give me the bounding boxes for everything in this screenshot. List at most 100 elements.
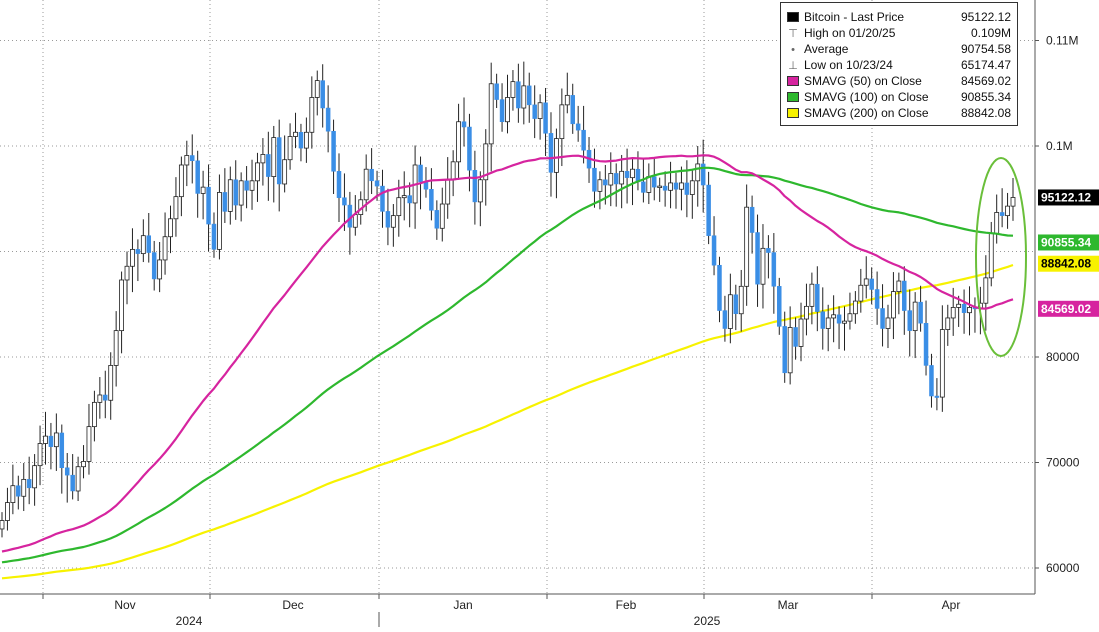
legend-value: 88842.08 [960, 106, 1011, 120]
candle-body [700, 163, 706, 186]
candle-body [923, 322, 929, 366]
candle-body [303, 131, 309, 149]
candle-body [151, 252, 157, 280]
candle-body [1005, 205, 1010, 217]
candle-body [505, 97, 510, 123]
x-tick-label: Jan [453, 598, 472, 612]
candle-body [717, 264, 722, 311]
candle-body [260, 154, 266, 164]
candle-body [271, 137, 277, 177]
value-tag-bg [1038, 300, 1099, 317]
candle-body [967, 307, 972, 314]
candle-body [238, 180, 244, 206]
candle-body [652, 176, 657, 188]
candle-body [75, 466, 81, 492]
candle-body [836, 314, 842, 324]
value-tag-label: 84569.02 [1041, 302, 1091, 316]
legend-value: 0.109M [970, 26, 1011, 40]
candle-body [902, 280, 907, 311]
candle-body [309, 97, 315, 133]
candle-body [124, 265, 130, 281]
candle-body [195, 160, 200, 194]
candle-body [64, 467, 70, 476]
candle-body [554, 138, 559, 173]
candle-body [461, 121, 467, 128]
candle-body [266, 154, 271, 177]
candle-body [646, 176, 652, 193]
legend-value: 84569.02 [960, 74, 1011, 88]
candle-body [521, 85, 527, 109]
candle-body [445, 179, 451, 205]
candle-body [472, 170, 478, 203]
candle-body [227, 179, 233, 212]
candle-body [396, 197, 402, 217]
candle-body [439, 203, 445, 229]
candle-body [97, 394, 103, 403]
candle-body [130, 248, 135, 267]
legend-item: SMAVG (50) on Close 84569.02 [787, 73, 1011, 89]
candle-body [831, 314, 837, 319]
candle-body [624, 171, 630, 178]
candle-body [140, 235, 146, 255]
legend-item: SMAVG (100) on Close 90855.34 [787, 89, 1011, 105]
candle-body [798, 318, 804, 347]
candle-body [619, 170, 625, 185]
candle-body [548, 133, 554, 173]
x-tick-label: Dec [282, 598, 303, 612]
candle-body [825, 317, 831, 329]
candle-body [162, 236, 168, 261]
candle-body [488, 83, 494, 145]
legend-label: Low on 10/23/24 [804, 58, 893, 72]
candle-body [874, 289, 880, 309]
candle-body [287, 136, 293, 161]
candle-body [0, 520, 5, 530]
candle-body [26, 479, 32, 489]
candle-body [896, 280, 902, 292]
candle-body [575, 123, 581, 131]
candle-body [526, 85, 532, 106]
candle-body [200, 186, 206, 194]
legend-label: SMAVG (50) on Close [804, 74, 922, 88]
candle-body [467, 126, 472, 171]
candle-body [999, 212, 1005, 216]
candle-body [48, 435, 54, 447]
candle-body [782, 326, 787, 374]
candle-body [1010, 197, 1016, 207]
legend-label: SMAVG (200) on Close [804, 106, 929, 120]
candle-body [429, 189, 434, 211]
candle-body [255, 162, 260, 182]
legend-item: Bitcoin - Last Price 95122.12 [787, 9, 1011, 25]
y-tick-label: 70000 [1046, 456, 1080, 470]
candle-body [771, 252, 777, 287]
value-tag-label: 90855.34 [1041, 235, 1091, 249]
candle-body [630, 168, 635, 179]
candle-body [744, 206, 750, 287]
candle-body [10, 485, 16, 503]
y-tick-label: 80000 [1046, 350, 1080, 364]
value-tag-bg [1038, 255, 1099, 272]
candle-body [597, 179, 603, 192]
candle-body [516, 81, 521, 109]
candle-body [760, 247, 766, 285]
candle-body [320, 80, 325, 109]
x-tick-label: Nov [114, 598, 135, 612]
candle-body [456, 121, 461, 163]
candle-body [918, 301, 923, 324]
value-tag-label: 88842.08 [1041, 257, 1091, 271]
candle-body [815, 283, 820, 312]
candle-body [907, 310, 912, 331]
candle-body [929, 365, 934, 397]
candle-body [592, 167, 597, 192]
candle-body [81, 461, 86, 468]
candle-body [157, 259, 163, 280]
candle-body [738, 285, 744, 315]
candle-body [103, 394, 108, 401]
x-tick-label: Apr [942, 598, 961, 612]
sma200-line [1, 263, 1014, 580]
candle-body [804, 305, 809, 320]
legend-swatch [787, 76, 799, 86]
candle-body [668, 182, 673, 191]
candle-body [559, 104, 565, 140]
candle-body [689, 180, 695, 195]
